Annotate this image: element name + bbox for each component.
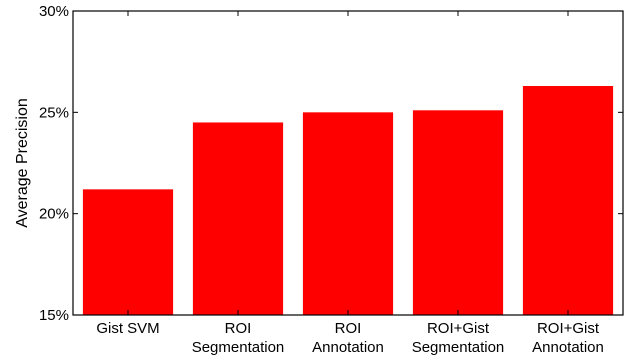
y-tick-label-2: 25% <box>39 104 69 121</box>
x-tick-label-line: Annotation <box>532 339 604 356</box>
y-axis-label: Average Precision <box>14 98 31 228</box>
x-tick-label-line: Segmentation <box>412 339 505 356</box>
x-tick-label-3: ROI+Gist Segmentation <box>412 320 505 356</box>
x-tick-label-0: Gist SVM <box>96 320 159 337</box>
bar-0 <box>82 189 174 315</box>
x-tick-label-1: ROI Segmentation <box>192 320 285 356</box>
y-tick-label-1: 20% <box>39 206 69 223</box>
x-tick-label-line: Annotation <box>312 339 384 356</box>
bar-1 <box>192 122 284 315</box>
x-tick-label-line: ROI <box>335 320 362 337</box>
x-tick-label-2: ROI Annotation <box>312 320 384 356</box>
x-tick-label-line: ROI+Gist <box>427 320 490 337</box>
x-tick-label-line: Segmentation <box>192 339 285 356</box>
bar-2 <box>302 112 394 315</box>
x-tick-label-line: ROI <box>225 320 252 337</box>
x-tick-label-line: Gist SVM <box>96 320 159 337</box>
x-tick-label-4: ROI+Gist Annotation <box>532 320 604 356</box>
bar-4 <box>522 85 614 315</box>
x-tick-label-line: ROI+Gist <box>537 320 600 337</box>
y-tick-label-3: 30% <box>39 3 69 20</box>
ticks-group <box>73 10 623 316</box>
bars-group <box>82 85 614 315</box>
y-tick-labels: 15% 20% 25% 30% <box>39 3 69 324</box>
bar-3 <box>412 110 504 315</box>
y-tick-label-0: 15% <box>39 307 69 324</box>
